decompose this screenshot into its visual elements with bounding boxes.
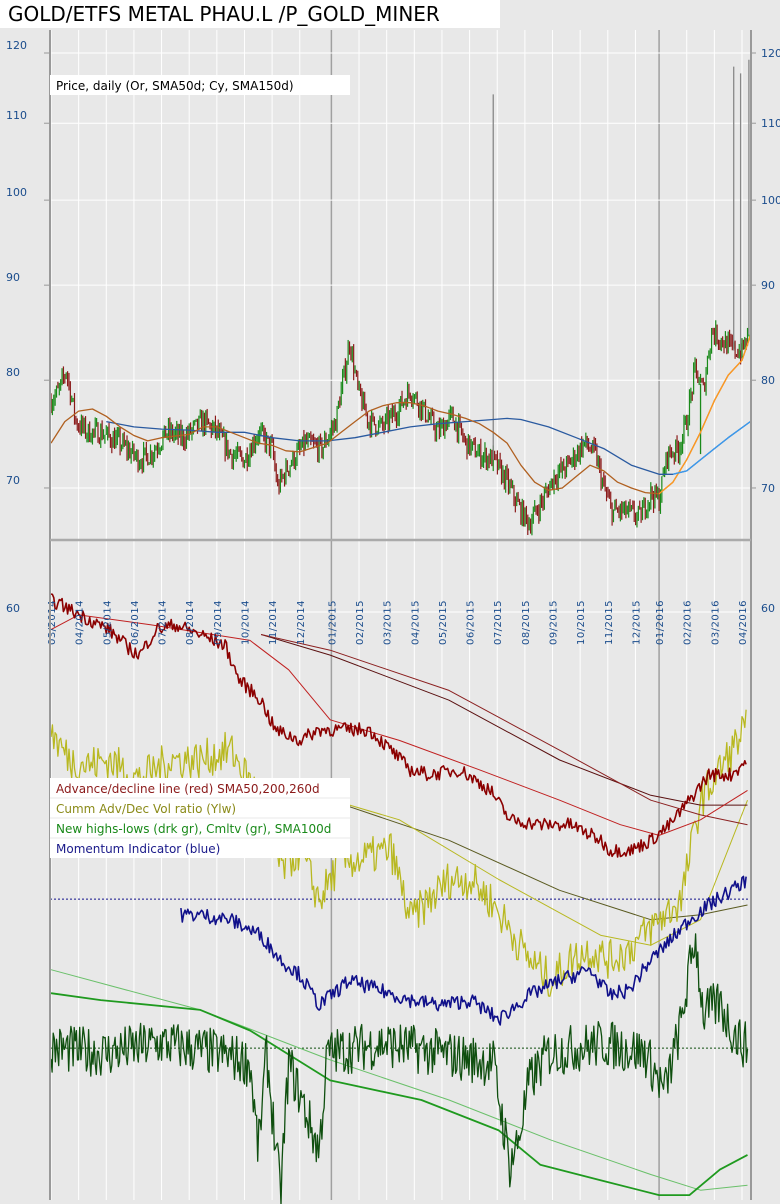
- title-box: [0, 0, 500, 28]
- x-tick-label: 04/2015: [410, 600, 421, 645]
- y-tick-label-left: 100: [6, 186, 27, 199]
- x-tick-label: 08/2014: [185, 600, 196, 645]
- momentum-line: [180, 875, 747, 1026]
- legend-new-highs-lows: New highs-lows (drk gr), Cmltv (gr), SMA…: [56, 822, 331, 836]
- indicator-tick-label-left: 60: [6, 602, 20, 615]
- x-tick-label: 03/2016: [710, 600, 721, 645]
- axes: 03/2014 04/2014 05/2014 06/2014 07/2014 08/20…: [6, 30, 780, 1200]
- ad-sma50-line: [50, 614, 748, 836]
- x-tick-label: 10/2015: [576, 600, 587, 645]
- indicator-tick-label-right: 60: [761, 602, 775, 615]
- y-tick-label-right: 100: [761, 194, 780, 207]
- y-tick-label-right: 120: [761, 47, 780, 60]
- ad-sma200-line: [260, 634, 748, 826]
- grid: [50, 30, 750, 1200]
- x-tick-label: 02/2015: [355, 600, 366, 645]
- x-tick-label: 06/2014: [130, 600, 141, 645]
- x-tick-label: 05/2014: [102, 600, 113, 645]
- x-tick-label: 09/2015: [549, 600, 560, 645]
- vol-ratio-sma-line: [299, 789, 748, 946]
- sma50-line: [50, 335, 751, 495]
- indicator-legend: Advance/decline line (red) SMA50,200,260…: [50, 778, 350, 858]
- x-tick-label: 07/2015: [493, 600, 504, 645]
- sma50-line-rising: [658, 335, 751, 495]
- chart-title: GOLD/ETFS METAL PHAU.L /P_GOLD_MINER: [8, 2, 440, 26]
- x-tick-label: 03/2015: [383, 600, 394, 645]
- y-tick-label-right: 70: [761, 482, 775, 495]
- price-legend-box: [50, 75, 350, 95]
- y-tick-label-left: 120: [6, 39, 27, 52]
- vol-ratio-sma-line: [330, 799, 748, 921]
- sma150-line-rising: [672, 421, 751, 475]
- nhl-cumulative-line: [50, 992, 748, 1196]
- x-tick-label: 11/2015: [604, 600, 615, 645]
- legend-ad-line: Advance/decline line (red) SMA50,200,260…: [56, 782, 320, 796]
- ad-sma260-line: [260, 634, 748, 806]
- x-tick-label: 10/2014: [240, 600, 251, 645]
- y-tick-label-right: 80: [761, 374, 775, 387]
- y-tick-label-right: 110: [761, 117, 780, 130]
- x-tick-label: 08/2015: [521, 600, 532, 645]
- x-tick-label: 01/2015: [327, 600, 338, 645]
- legend-momentum: Momentum Indicator (blue): [56, 842, 220, 856]
- y-tick-label-left: 80: [6, 366, 20, 379]
- x-tick-label: 07/2014: [158, 600, 169, 645]
- y-tick-label-left: 110: [6, 109, 27, 122]
- legend-vol-ratio: Cumm Adv/Dec Vol ratio (Ylw): [56, 802, 236, 816]
- ad-line: [50, 593, 747, 858]
- x-tick-label: 11/2014: [268, 600, 279, 645]
- new-highs-lows-line: [50, 933, 749, 1204]
- x-tick-label: 06/2015: [466, 600, 477, 645]
- x-tick-label: 04/2014: [75, 600, 86, 645]
- x-tick-label: 12/2014: [296, 600, 307, 645]
- y-tick-label-left: 70: [6, 474, 20, 487]
- x-tick-label: 12/2015: [631, 600, 642, 645]
- x-tick-label: 09/2014: [213, 600, 224, 645]
- price-legend: Price, daily (Or, SMA50d; Cy, SMA150d): [56, 79, 294, 93]
- x-tick-label: 05/2015: [438, 600, 449, 645]
- x-tick-label: 04/2016: [738, 600, 749, 645]
- x-tick-label: 03/2014: [47, 600, 58, 645]
- y-tick-label-left: 90: [6, 271, 20, 284]
- x-tick-label: 01/2016: [655, 600, 666, 645]
- y-tick-label-right: 90: [761, 279, 775, 292]
- marks: [50, 59, 751, 1204]
- x-tick-label: 02/2016: [683, 600, 694, 645]
